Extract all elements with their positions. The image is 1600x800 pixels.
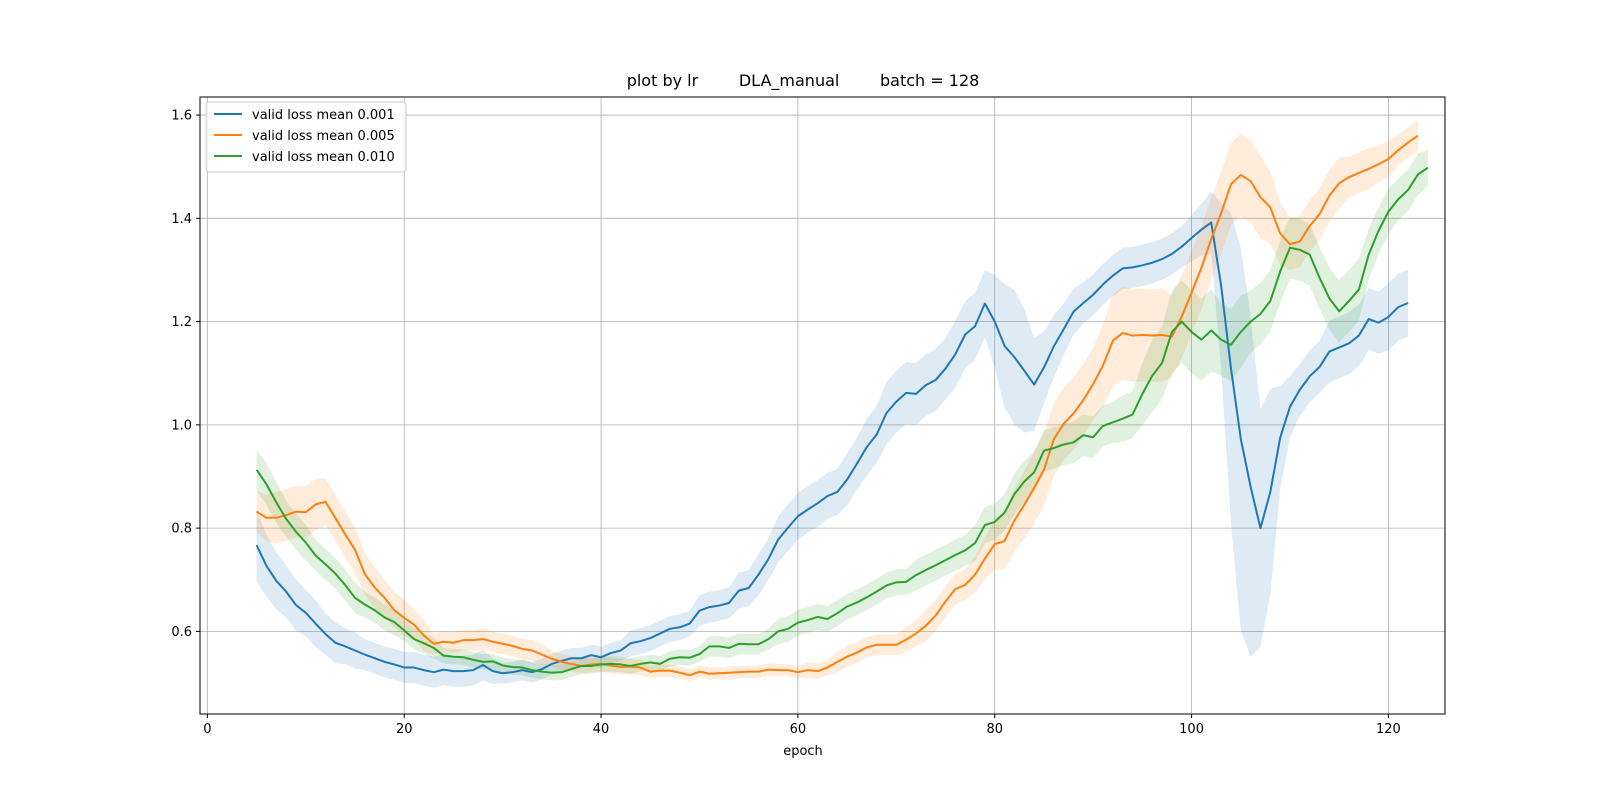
y-tick-label: 1.2 <box>171 315 192 330</box>
x-tick-label: 60 <box>790 722 807 737</box>
y-tick-label: 1.4 <box>171 212 192 227</box>
y-tick-label: 0.8 <box>171 522 192 537</box>
legend-label: valid loss mean 0.010 <box>252 150 395 165</box>
grid-layer <box>200 97 1445 714</box>
y-tick-label: 1.6 <box>171 109 192 124</box>
x-tick-label: 120 <box>1376 722 1401 737</box>
x-tick-label: 0 <box>203 722 211 737</box>
legend: valid loss mean 0.001 valid loss mean 0.0… <box>205 101 407 173</box>
legend-label: valid loss mean 0.001 <box>252 108 395 123</box>
series-line-2 <box>256 134 1419 677</box>
x-tick-label: 80 <box>986 722 1003 737</box>
y-tick-label: 1.0 <box>171 418 192 433</box>
x-tick-label: 100 <box>1179 722 1204 737</box>
axis-ticks: 0 20 40 60 80 100 120 0.6 0.8 1.0 1.2 1.4 1.6 <box>171 109 1401 737</box>
chart-title: plot by lr DLA_manual batch = 128 <box>627 71 980 91</box>
x-tick-label: 40 <box>593 722 610 737</box>
series-line-1 <box>255 221 1409 675</box>
confidence-bands <box>256 120 1428 688</box>
y-tick-label: 0.6 <box>171 625 192 640</box>
legend-box <box>205 101 407 173</box>
plot-frame <box>199 96 1446 715</box>
x-tick-label: 20 <box>396 722 413 737</box>
legend-label: valid loss mean 0.005 <box>252 129 395 144</box>
x-axis-title: epoch <box>783 744 823 759</box>
series-line-3 <box>255 166 1429 674</box>
series-lines <box>255 134 1429 677</box>
